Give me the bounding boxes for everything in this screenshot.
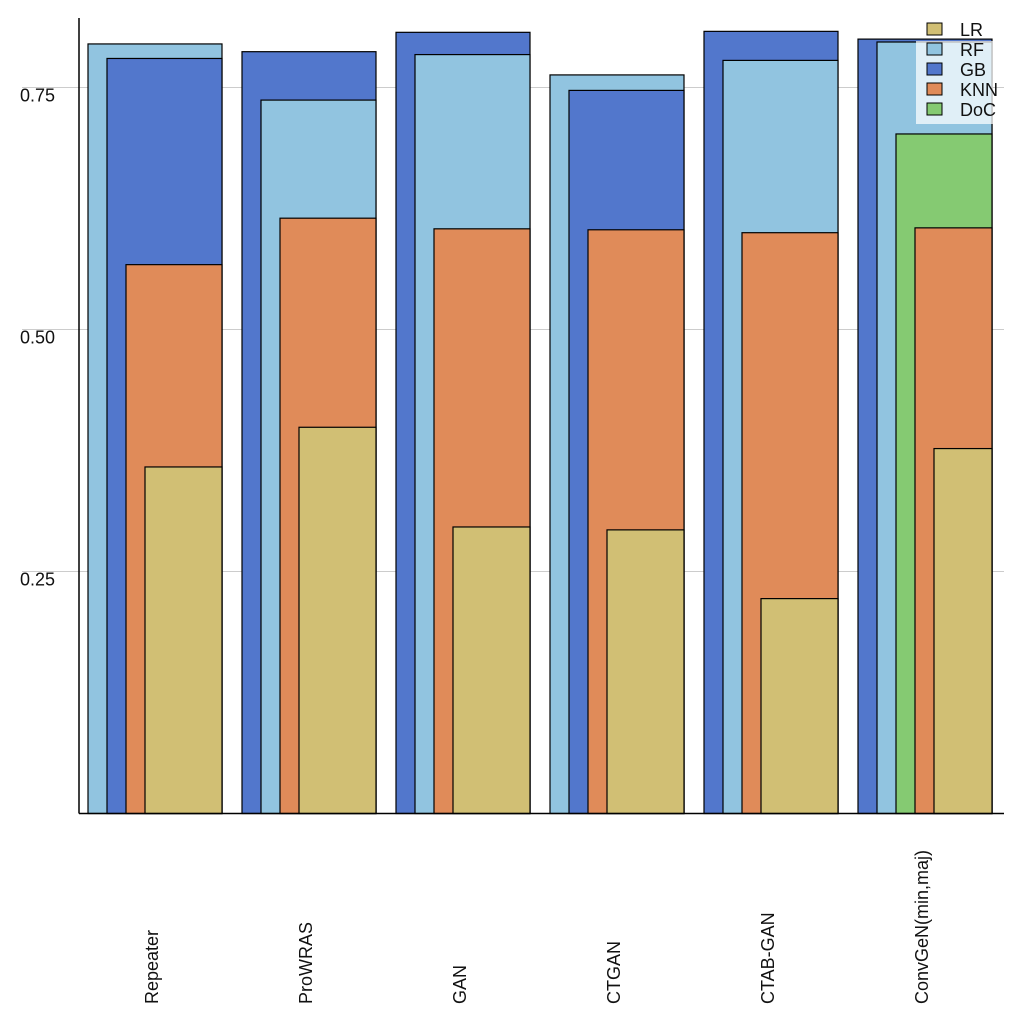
y-tick-label: 0.75 [20, 86, 55, 106]
y-tick-label: 0.50 [20, 328, 55, 348]
bar-lr [760, 598, 839, 815]
legend-swatch [926, 82, 943, 96]
bar-group-ctgan [549, 74, 685, 815]
legend-label: KNN [960, 80, 998, 100]
bar-lr [452, 526, 531, 815]
legend-item-gb: GB [926, 60, 986, 80]
bar-lr [298, 426, 377, 815]
legend-item-rf: RF [926, 40, 984, 60]
legend-item-doc: DoC [926, 100, 996, 120]
bar-lr [606, 529, 685, 815]
bar-group-gan [395, 31, 531, 815]
bar-group-repeater [87, 43, 223, 815]
y-tick-label: 0.25 [20, 570, 55, 590]
bars [87, 30, 993, 815]
bar-lr [144, 466, 223, 815]
x-tick-label: CTGAN [604, 941, 624, 1004]
x-tick-label: ConvGeN(min,maj) [912, 850, 932, 1004]
bar-group-prowras [241, 51, 377, 815]
x-tick-label: CTAB-GAN [758, 912, 778, 1004]
bar-group-ctab-gan [703, 30, 839, 815]
bar-group-convgen-min-maj [857, 38, 993, 815]
legend-item-lr: LR [926, 20, 983, 40]
x-tick-label: ProWRAS [296, 922, 316, 1004]
bar-lr [933, 447, 993, 815]
legend-swatch [926, 42, 943, 56]
legend-swatch [926, 102, 943, 116]
legend-swatch [926, 22, 943, 36]
x-tick-label: Repeater [142, 930, 162, 1004]
x-tick-label: GAN [450, 965, 470, 1004]
x-axis-labels: Repeater ProWRAS GAN CTGAN CTAB-GAN ConvGeN(m… [142, 850, 932, 1004]
y-axis-ticks: 0.25 0.50 0.75 [20, 86, 55, 590]
legend-label: RF [960, 40, 984, 60]
legend-item-knn: KNN [926, 80, 998, 100]
legend-label: DoC [960, 100, 996, 120]
legend-label: LR [960, 20, 983, 40]
legend-label: GB [960, 60, 986, 80]
legend-swatch [926, 62, 943, 76]
